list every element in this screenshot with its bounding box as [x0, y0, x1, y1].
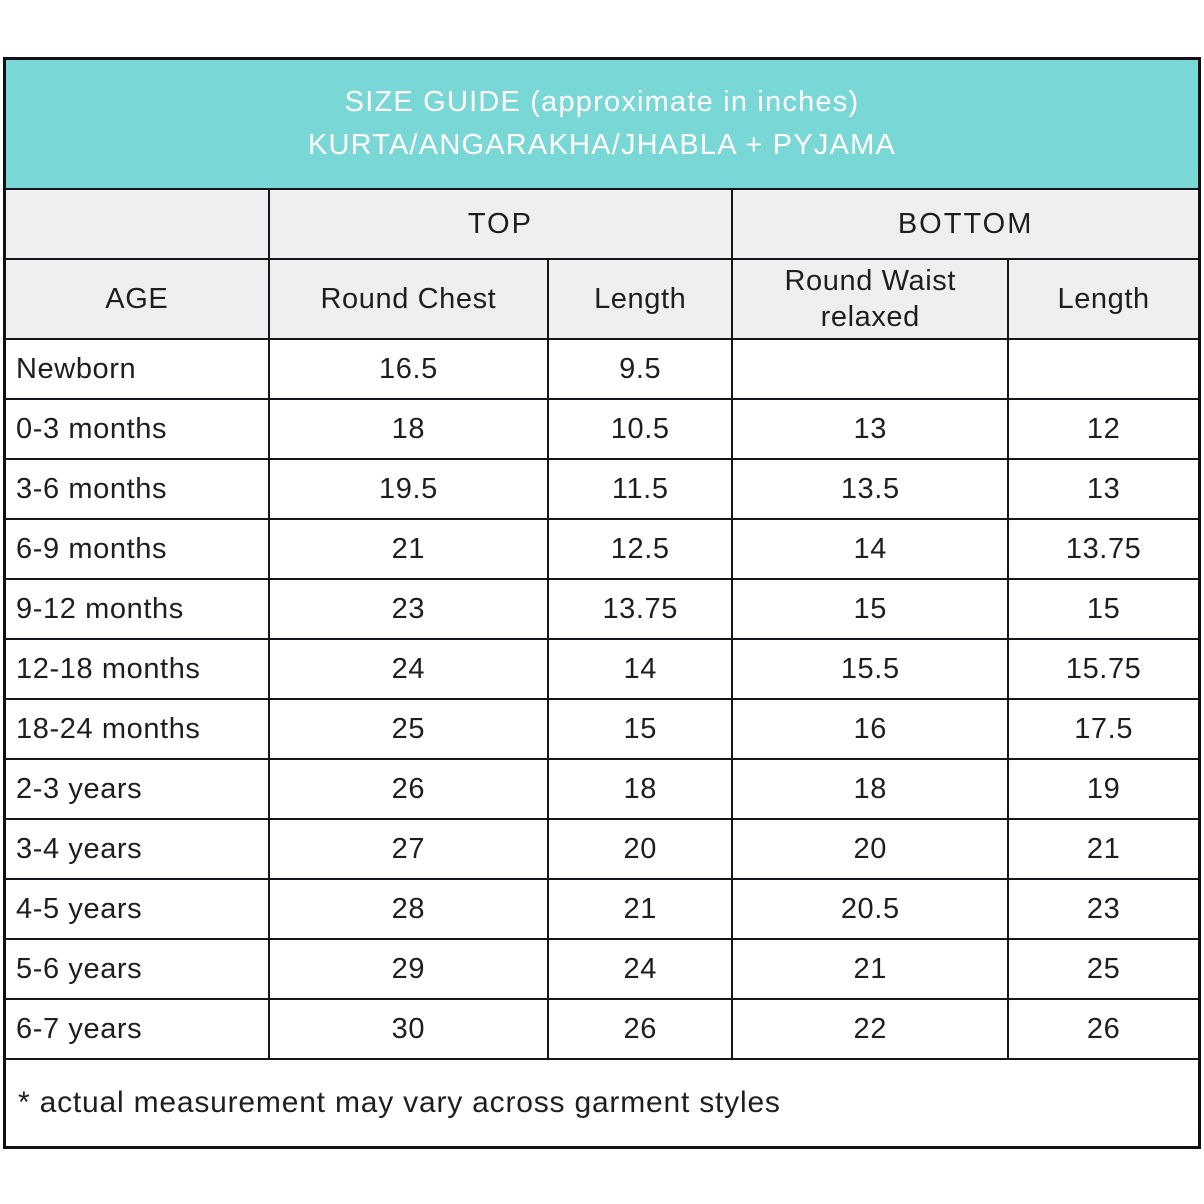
measurement-cell: 26 — [1007, 998, 1201, 1060]
title-row: SIZE GUIDE (approximate in inches) KURTA… — [3, 57, 1201, 190]
age-cell: 12-18 months — [3, 638, 270, 700]
measurement-cell: 22 — [731, 998, 1010, 1060]
title-line-1: SIZE GUIDE (approximate in inches) — [344, 85, 860, 118]
column-header-row: AGE Round Chest Length Round Waist relax… — [3, 258, 1201, 340]
measurement-cell: 9.5 — [547, 338, 734, 400]
age-cell: 6-9 months — [3, 518, 270, 580]
measurement-cell: 19.5 — [267, 458, 550, 520]
measurement-cell: 27 — [267, 818, 550, 880]
size-guide-table: SIZE GUIDE (approximate in inches) KURTA… — [3, 57, 1201, 1149]
measurement-cell: 18 — [547, 758, 734, 820]
measurement-cell: 20 — [731, 818, 1010, 880]
measurement-cell: 25 — [1007, 938, 1201, 1000]
age-cell: 4-5 years — [3, 878, 270, 940]
table-row: 18-24 months 25 15 16 17.5 — [3, 698, 1201, 760]
title-line-2: KURTA/ANGARAKHA/JHABLA + PYJAMA — [307, 129, 897, 161]
measurement-cell: 14 — [731, 518, 1010, 580]
group-header-row: TOP BOTTOM — [3, 188, 1201, 260]
table-row: 3-4 years 27 20 20 21 — [3, 818, 1201, 880]
measurement-cell: 11.5 — [547, 458, 734, 520]
measurement-cell: 19 — [1007, 758, 1201, 820]
measurement-cell: 15.5 — [731, 638, 1010, 700]
measurement-cell: 15 — [731, 578, 1010, 640]
measurement-cell: 15.75 — [1007, 638, 1201, 700]
measurement-cell: 13.75 — [1007, 518, 1201, 580]
measurement-cell: 18 — [267, 398, 550, 460]
top-group-header: TOP — [267, 188, 734, 260]
measurement-cell: 12 — [1007, 398, 1201, 460]
age-cell: Newborn — [3, 338, 270, 400]
age-cell: 9-12 months — [3, 578, 270, 640]
measurement-cell: 17.5 — [1007, 698, 1201, 760]
top-length-column-header: Length — [547, 258, 734, 340]
measurement-cell: 12.5 — [547, 518, 734, 580]
age-cell: 2-3 years — [3, 758, 270, 820]
measurement-cell: 26 — [547, 998, 734, 1060]
age-cell: 18-24 months — [3, 698, 270, 760]
measurement-cell: 21 — [731, 938, 1010, 1000]
empty-corner-cell — [3, 188, 270, 260]
table-row: 2-3 years 26 18 18 19 — [3, 758, 1201, 820]
footnote-row: * actual measurement may vary across gar… — [3, 1058, 1201, 1149]
measurement-cell: 24 — [547, 938, 734, 1000]
table-row: 5-6 years 29 24 21 25 — [3, 938, 1201, 1000]
measurement-cell: 10.5 — [547, 398, 734, 460]
measurement-cell: 15 — [547, 698, 734, 760]
measurement-cell — [1007, 338, 1201, 400]
size-guide-title: SIZE GUIDE (approximate in inches) KURTA… — [3, 57, 1201, 190]
measurement-cell: 21 — [1007, 818, 1201, 880]
measurement-cell: 26 — [267, 758, 550, 820]
measurement-cell: 30 — [267, 998, 550, 1060]
measurement-cell: 13 — [1007, 458, 1201, 520]
measurement-cell: 20 — [547, 818, 734, 880]
measurement-cell: 29 — [267, 938, 550, 1000]
measurement-cell: 25 — [267, 698, 550, 760]
table-row: 6-9 months 21 12.5 14 13.75 — [3, 518, 1201, 580]
measurement-cell: 21 — [267, 518, 550, 580]
round-chest-column-header: Round Chest — [267, 258, 550, 340]
measurement-cell: 18 — [731, 758, 1010, 820]
measurement-cell: 16.5 — [267, 338, 550, 400]
age-cell: 6-7 years — [3, 998, 270, 1060]
measurement-cell: 21 — [547, 878, 734, 940]
table-row: Newborn 16.5 9.5 — [3, 338, 1201, 400]
measurement-cell: 13.75 — [547, 578, 734, 640]
table-row: 9-12 months 23 13.75 15 15 — [3, 578, 1201, 640]
measurement-cell: 13 — [731, 398, 1010, 460]
age-cell: 3-6 months — [3, 458, 270, 520]
bottom-group-header: BOTTOM — [731, 188, 1201, 260]
age-column-header: AGE — [3, 258, 270, 340]
measurement-cell — [731, 338, 1010, 400]
bottom-length-column-header: Length — [1007, 258, 1201, 340]
size-table-body: Newborn 16.5 9.5 0-3 months 18 10.5 13 12 3-6 mo… — [3, 338, 1201, 1060]
measurement-cell: 14 — [547, 638, 734, 700]
table-row: 6-7 years 30 26 22 26 — [3, 998, 1201, 1060]
table-row: 4-5 years 28 21 20.5 23 — [3, 878, 1201, 940]
table-row: 12-18 months 24 14 15.5 15.75 — [3, 638, 1201, 700]
age-cell: 0-3 months — [3, 398, 270, 460]
measurement-cell: 15 — [1007, 578, 1201, 640]
age-cell: 3-4 years — [3, 818, 270, 880]
measurement-cell: 24 — [267, 638, 550, 700]
measurement-cell: 20.5 — [731, 878, 1010, 940]
measurement-cell: 13.5 — [731, 458, 1010, 520]
table-row: 3-6 months 19.5 11.5 13.5 13 — [3, 458, 1201, 520]
measurement-cell: 28 — [267, 878, 550, 940]
measurement-cell: 16 — [731, 698, 1010, 760]
table-row: 0-3 months 18 10.5 13 12 — [3, 398, 1201, 460]
measurement-cell: 23 — [267, 578, 550, 640]
footnote: * actual measurement may vary across gar… — [3, 1058, 1201, 1149]
round-waist-column-header: Round Waist relaxed — [731, 258, 1010, 340]
age-cell: 5-6 years — [3, 938, 270, 1000]
measurement-cell: 23 — [1007, 878, 1201, 940]
